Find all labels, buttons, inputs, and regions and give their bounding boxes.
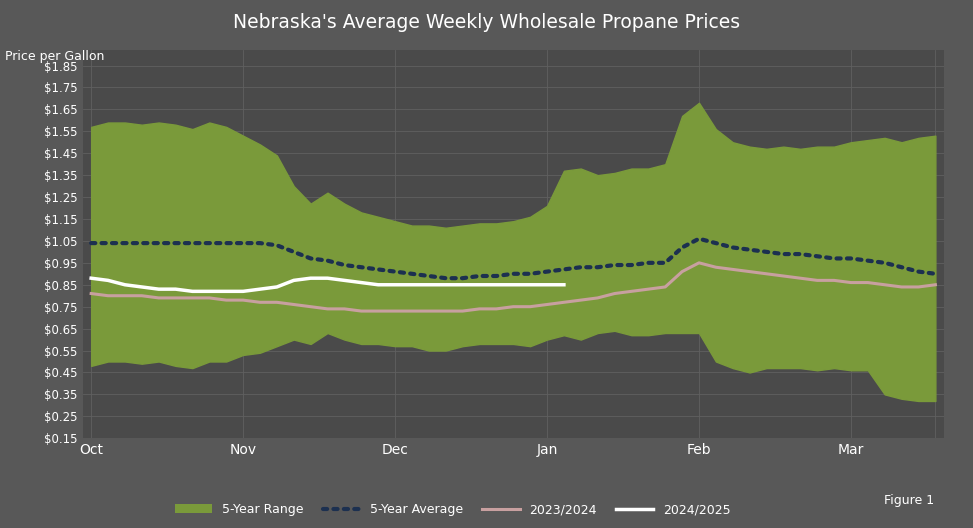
Text: Price per Gallon: Price per Gallon [5, 50, 104, 63]
Text: Figure 1: Figure 1 [883, 494, 934, 507]
Legend: 5-Year Range, 5-Year Average, 2023/2024, 2024/2025: 5-Year Range, 5-Year Average, 2023/2024,… [170, 498, 736, 521]
Text: Nebraska's Average Weekly Wholesale Propane Prices: Nebraska's Average Weekly Wholesale Prop… [233, 13, 740, 32]
